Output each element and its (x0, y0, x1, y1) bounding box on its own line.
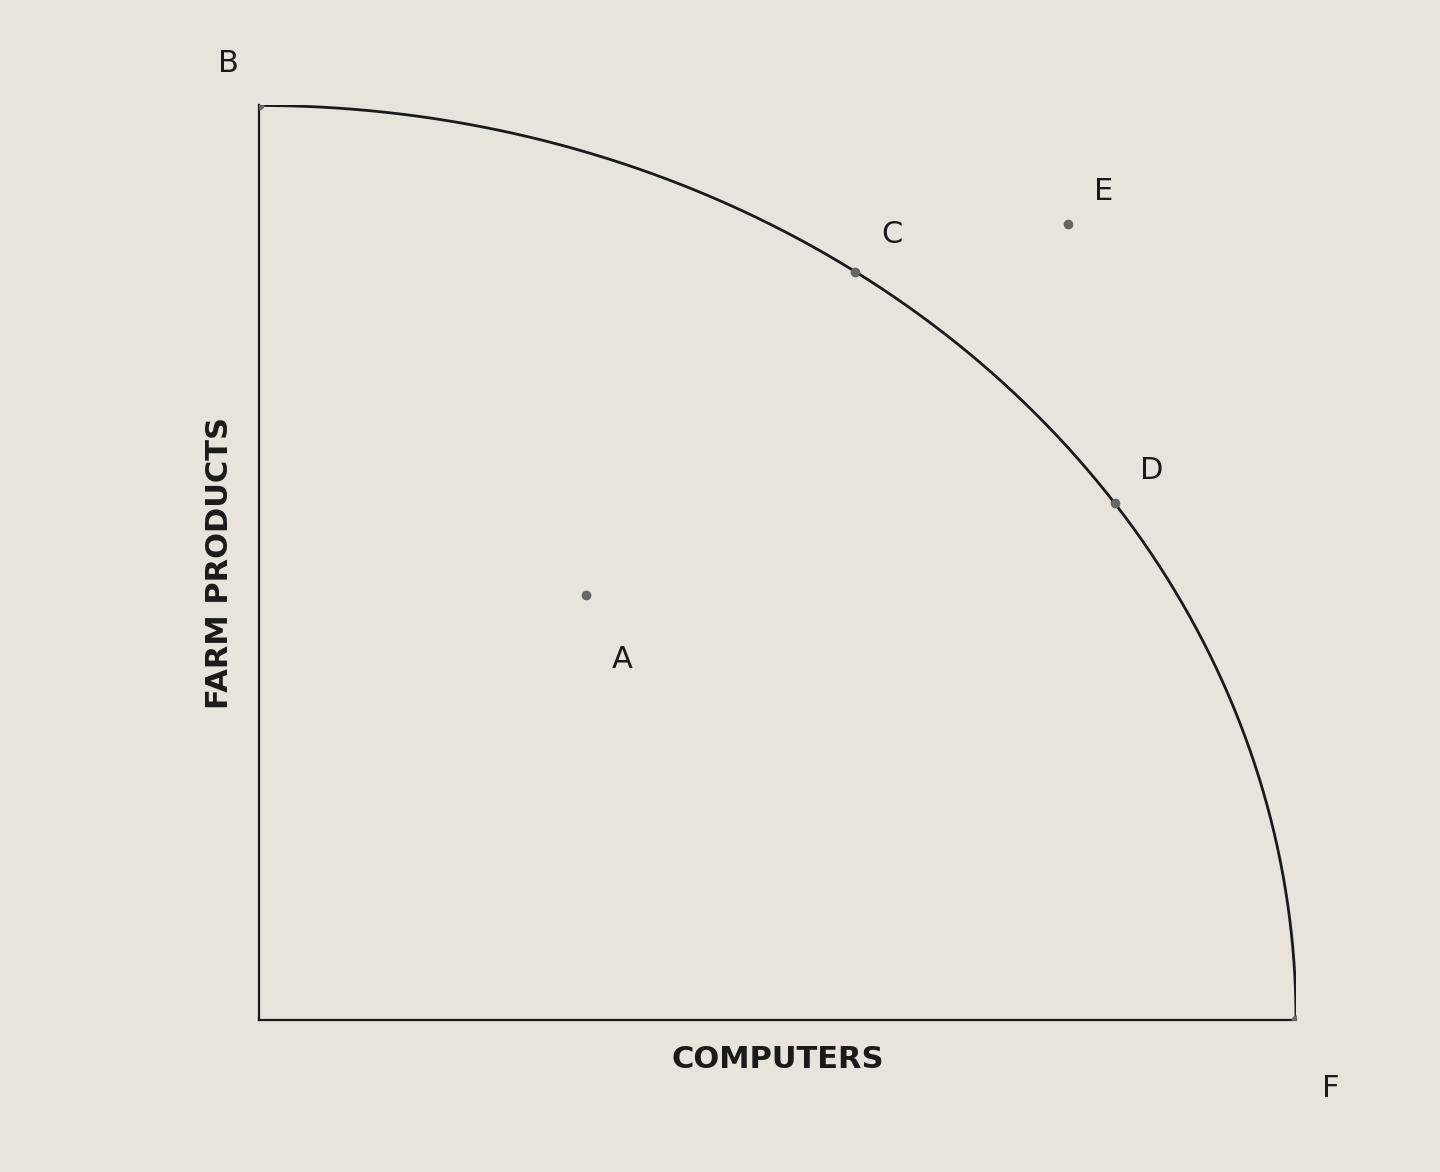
Y-axis label: FARM PRODUCTS: FARM PRODUCTS (204, 416, 235, 709)
Text: D: D (1140, 456, 1164, 485)
Text: F: F (1322, 1075, 1339, 1104)
Text: A: A (612, 645, 632, 674)
X-axis label: COMPUTERS: COMPUTERS (671, 1044, 884, 1074)
Text: C: C (881, 220, 903, 248)
Text: B: B (217, 49, 239, 79)
Text: E: E (1094, 177, 1113, 206)
